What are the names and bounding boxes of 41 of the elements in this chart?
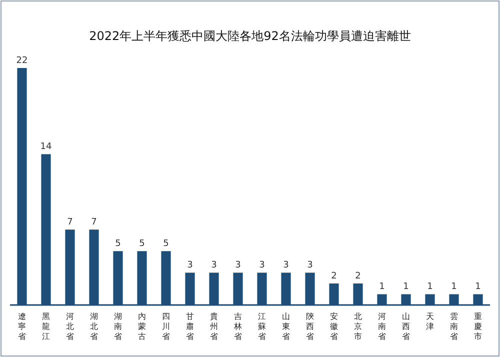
x-tick-label: 河南省 bbox=[378, 312, 386, 341]
x-tick-label: 湖南省 bbox=[114, 312, 122, 341]
x-tick-label: 四川省 bbox=[162, 312, 170, 341]
data-label: 14 bbox=[40, 142, 52, 152]
data-label: 3 bbox=[211, 260, 217, 271]
x-tick-label: 黑龍江 bbox=[42, 312, 50, 341]
x-tick-label: 湖北省 bbox=[90, 312, 98, 341]
x-tick-label: 吉林省 bbox=[233, 312, 242, 341]
data-label: 1 bbox=[475, 282, 481, 292]
data-label: 7 bbox=[67, 218, 73, 228]
data-label: 2 bbox=[331, 271, 337, 282]
x-tick-label: 北京市 bbox=[354, 312, 362, 341]
data-label: 3 bbox=[283, 260, 289, 271]
data-label: 3 bbox=[235, 260, 241, 271]
data-label: 5 bbox=[115, 239, 121, 250]
x-tick-label: 江蘇省 bbox=[258, 312, 266, 341]
data-label: 22 bbox=[16, 56, 28, 66]
data-label: 5 bbox=[139, 239, 145, 250]
data-label: 3 bbox=[307, 260, 313, 271]
x-tick-label: 內蒙古 bbox=[138, 312, 146, 341]
x-tick-label: 重慶市 bbox=[474, 312, 482, 341]
x-tick-label: 貴州省 bbox=[210, 312, 218, 341]
x-tick-label: 雲南省 bbox=[450, 312, 458, 341]
data-label: 1 bbox=[427, 282, 433, 292]
x-tick-label: 遼寧省 bbox=[18, 312, 26, 341]
data-label: 1 bbox=[379, 282, 385, 292]
x-tick-label: 山西省 bbox=[402, 312, 410, 341]
data-label: 7 bbox=[91, 218, 97, 228]
data-label: 1 bbox=[403, 282, 409, 292]
data-label: 3 bbox=[259, 260, 265, 271]
x-tick-label: 天津 bbox=[426, 312, 434, 331]
chart-title: 2022年上半年獲悉中國大陸各地92名法輪功學員遭迫害離世 bbox=[89, 29, 411, 43]
x-tick-label: 安徽省 bbox=[330, 312, 338, 341]
x-tick-label: 陝西省 bbox=[306, 312, 314, 341]
x-tick-label: 河北省 bbox=[66, 312, 74, 341]
x-tick-label: 山東省 bbox=[282, 312, 290, 341]
data-label: 1 bbox=[451, 282, 457, 292]
data-label: 5 bbox=[163, 239, 169, 250]
data-label: 2 bbox=[355, 271, 361, 282]
data-label: 3 bbox=[187, 260, 193, 271]
x-tick-label: 甘肅省 bbox=[186, 312, 194, 341]
